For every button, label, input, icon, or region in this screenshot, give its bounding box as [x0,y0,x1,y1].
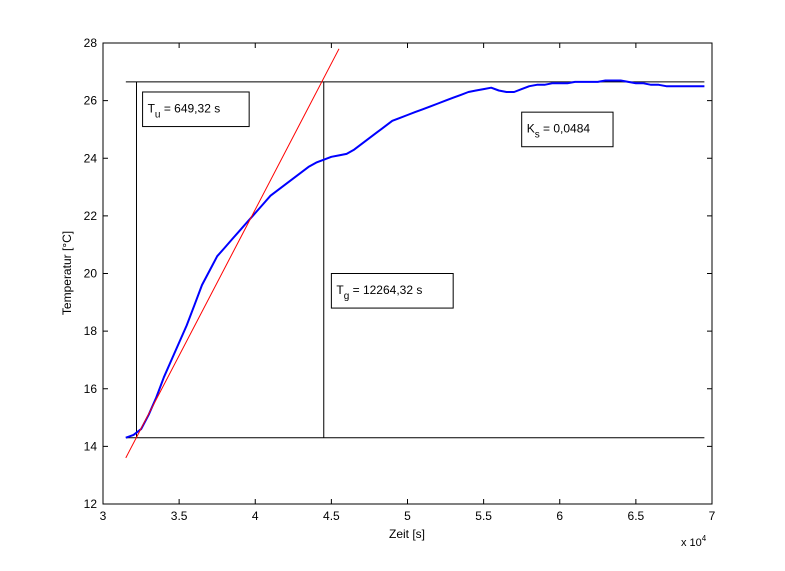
temperature-series-line [125,79,705,439]
annotation-box [521,111,614,148]
x-axis-label: Zeit [s] [389,527,425,541]
x-tick-label: 3.5 [171,509,188,523]
x-tick-label: 5.5 [475,509,492,523]
y-tick-label: 16 [84,382,98,396]
y-tick-label: 20 [84,267,98,281]
x-exponent-base: x 10 [681,537,702,549]
tangent-line [125,48,340,459]
x-tick-label: 4 [252,509,259,523]
annotations: Tu = 649,32 s Tg = 12264,32 s Ks = 0,0484 [142,91,614,309]
y-axis-label: Temperatur [°C] [60,231,74,315]
x-tick-label: 5 [404,509,411,523]
axis-ticks: 3 3.5 4 4.5 5 5.5 6 6.5 7 12 14 16 18 20 22 24 26 28 [84,36,716,523]
annotation-text: Tu = 649,32 s [148,101,221,120]
x-tick-label: 4.5 [323,509,340,523]
x-tick-label: 7 [709,509,716,523]
y-tick-label: 28 [84,36,98,50]
y-tick-label: 24 [84,151,98,165]
annotation-box [142,91,250,128]
annotation-text: Tg = 12264,32 s [336,283,422,302]
series-layer [125,48,705,459]
x-exponent-label: x 104 [681,534,707,549]
x-tick-label: 6 [556,509,563,523]
y-tick-label: 14 [84,439,98,453]
x-tick-label: 3 [100,509,107,523]
y-tick-label: 12 [84,497,98,511]
reference-lines [125,81,705,439]
y-tick-label: 26 [84,94,98,108]
y-tick-label: 22 [84,209,98,223]
x-tick-label: 6.5 [628,509,645,523]
annotation-box [330,273,454,309]
y-tick-label: 18 [84,324,98,338]
annotation-text: Ks = 0,0484 [527,121,591,140]
x-exponent-power: 4 [702,534,707,543]
